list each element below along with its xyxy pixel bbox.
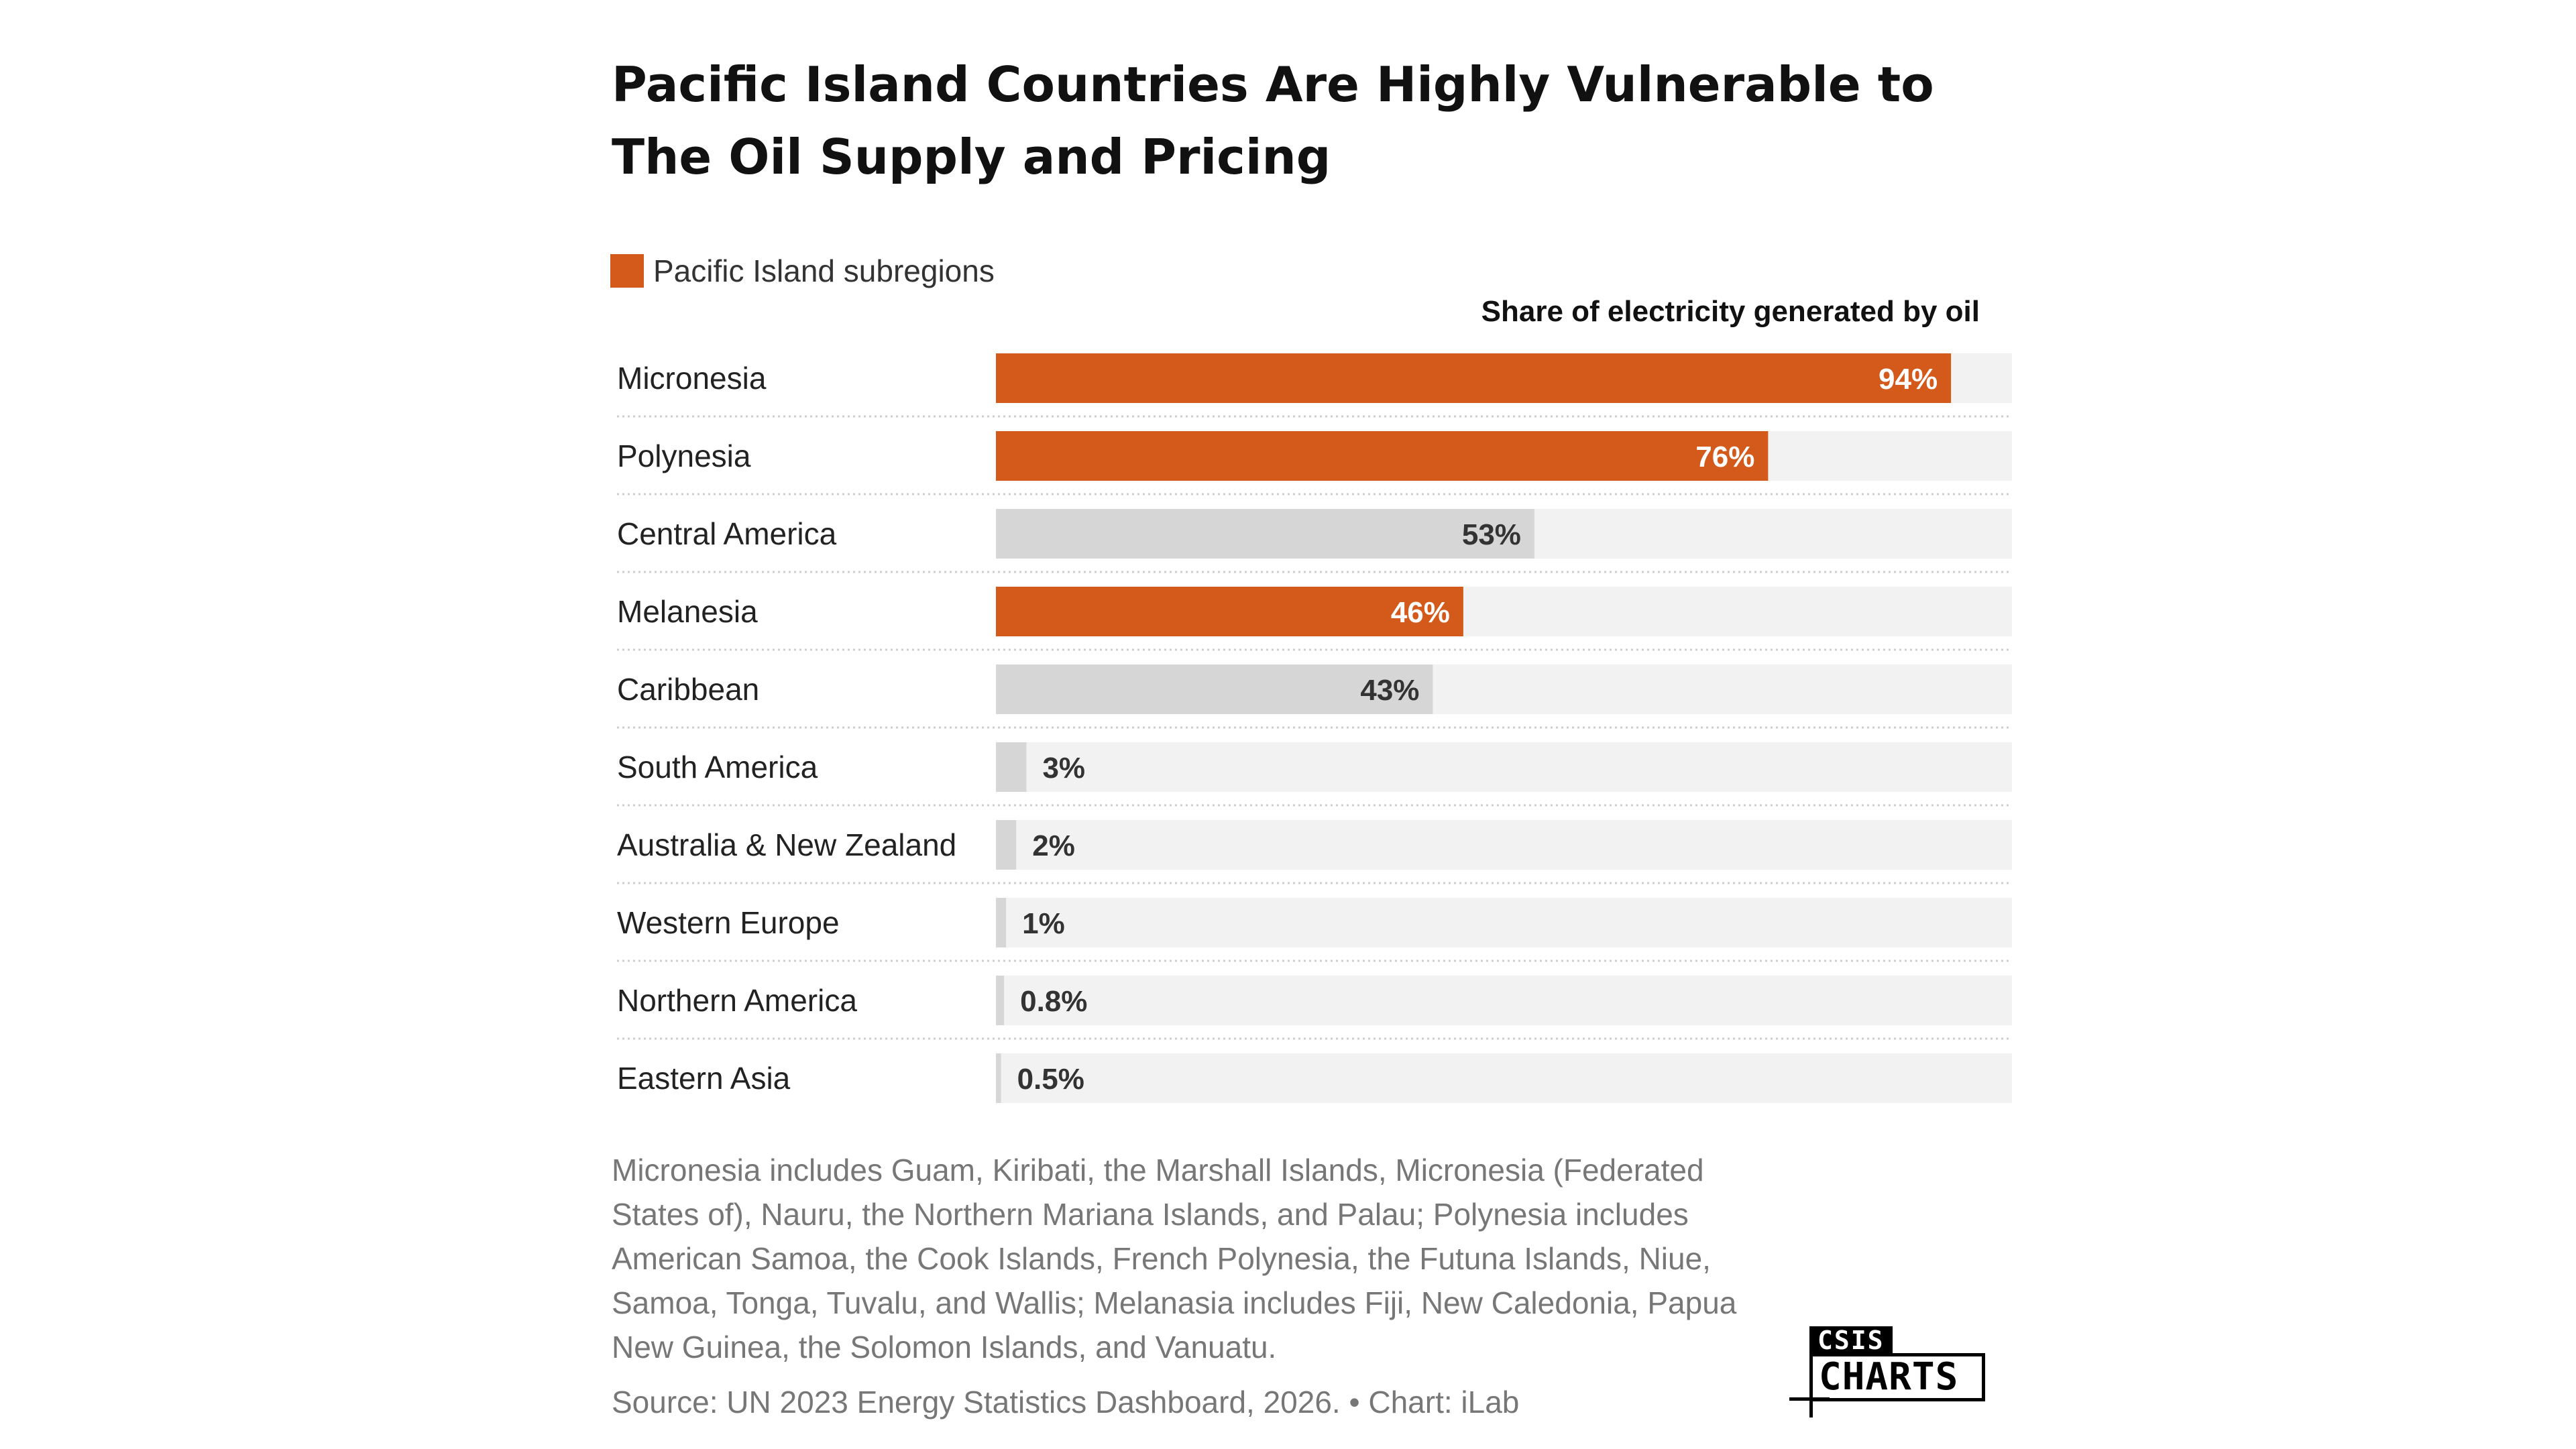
bar-value-label: 76% xyxy=(1695,441,1754,473)
category-label: Caribbean xyxy=(617,672,759,707)
bar-track xyxy=(996,1053,2012,1103)
bar-chart: Micronesia 94% Polynesia 76% Central America… xyxy=(617,353,2012,1103)
csis-charts-logo: CSIS CHARTS xyxy=(1789,1326,2004,1424)
value-axis-header: Share of electricity generated by oil xyxy=(1481,295,1980,328)
category-label: Northern America xyxy=(617,983,857,1018)
category-label: Australia & New Zealand xyxy=(617,827,956,862)
bar xyxy=(996,431,1769,481)
category-label: Eastern Asia xyxy=(617,1061,791,1096)
category-label: Western Europe xyxy=(617,905,840,940)
bar-value-label: 46% xyxy=(1391,596,1450,629)
bar xyxy=(996,742,1027,792)
bar xyxy=(996,1053,1001,1103)
bar-value-label: 53% xyxy=(1462,518,1521,551)
chart-title: Pacific Island Countries Are Highly Vuln… xyxy=(612,56,1934,185)
logo-top-text: CSIS xyxy=(1809,1326,1893,1354)
bar-value-label: 1% xyxy=(1022,907,1065,940)
bar-track xyxy=(996,742,2012,792)
footnote: Micronesia includes Guam, Kiribati, the … xyxy=(612,1153,1737,1365)
legend-swatch-highlight xyxy=(610,254,644,288)
category-label: Central America xyxy=(617,516,837,551)
bar xyxy=(996,976,1005,1025)
bar xyxy=(996,587,1463,636)
legend-label: Pacific Island subregions xyxy=(653,253,995,288)
bar-value-label: 43% xyxy=(1360,674,1419,707)
source-line: Source: UN 2023 Energy Statistics Dashbo… xyxy=(612,1385,1520,1419)
bar-value-label: 0.8% xyxy=(1020,985,1087,1018)
bar xyxy=(996,509,1534,559)
category-label: Polynesia xyxy=(617,439,751,473)
bar xyxy=(996,820,1017,870)
logo-frame xyxy=(1809,1353,1985,1401)
bar-value-label: 2% xyxy=(1032,829,1075,862)
logo-bottom-text: CHARTS xyxy=(1819,1355,1959,1399)
legend: Pacific Island subregions xyxy=(610,252,995,290)
bar-value-label: 94% xyxy=(1879,363,1938,396)
bar xyxy=(996,353,1952,403)
bar-value-label: 0.5% xyxy=(1017,1063,1084,1096)
logo-crosshair-vertical xyxy=(1809,1393,1813,1417)
category-label: Melanesia xyxy=(617,594,758,629)
bar xyxy=(996,664,1433,714)
bar-track xyxy=(996,976,2012,1025)
bar-value-label: 3% xyxy=(1042,752,1085,785)
category-label: South America xyxy=(617,750,818,785)
category-label: Micronesia xyxy=(617,361,767,396)
bar-track xyxy=(996,820,2012,870)
bar xyxy=(996,898,1007,947)
bar-track xyxy=(996,898,2012,947)
